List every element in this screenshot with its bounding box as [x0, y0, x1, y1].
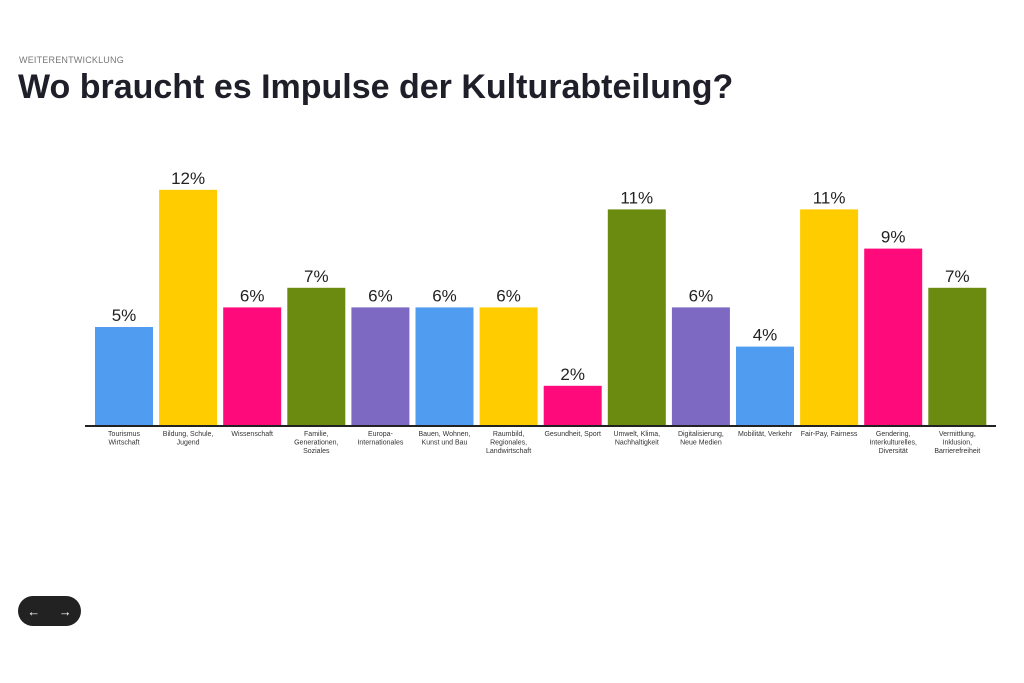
category-label: Gendering, Interkulturelles, Diversität — [869, 431, 917, 455]
category-label: Mobilität, Verkehr — [738, 431, 793, 438]
data-label: 7% — [945, 267, 970, 286]
category-label: Familie, Generationen, Soziales — [294, 431, 338, 455]
bar — [351, 307, 410, 425]
data-label: 6% — [368, 286, 393, 305]
category-label: Raumbild, Regionales, Landwirtschaft — [486, 431, 531, 455]
bar — [864, 248, 923, 425]
data-label: 6% — [689, 286, 714, 305]
data-label: 6% — [240, 286, 265, 305]
section-eyebrow: WEITERENTWICKLUNG — [19, 55, 124, 65]
bar — [928, 287, 987, 425]
category-label: Wissenschaft — [231, 431, 273, 438]
data-label: 6% — [432, 286, 457, 305]
page-title: Wo braucht es Impulse der Kulturabteilun… — [18, 68, 734, 106]
bar — [671, 307, 730, 425]
bar — [223, 307, 282, 425]
category-label: Europa-Internationales — [357, 431, 403, 447]
bar — [543, 385, 602, 425]
bar — [159, 189, 218, 425]
bar — [287, 287, 346, 425]
bar — [736, 346, 794, 425]
bar — [800, 209, 859, 425]
category-label: Fair-Pay, Fairness — [801, 431, 858, 438]
bar — [479, 307, 538, 425]
category-label: Gesundheit, Sport — [544, 431, 600, 438]
data-label: 4% — [753, 326, 778, 345]
slide-navigation: ← → — [18, 596, 81, 626]
data-label: 11% — [813, 188, 846, 207]
data-label: 11% — [620, 188, 653, 207]
data-label: 12% — [171, 169, 205, 188]
data-label: 5% — [112, 306, 137, 325]
category-label: Tourismus Wirtschaft — [108, 431, 140, 447]
data-label: 2% — [560, 365, 585, 384]
category-label: Bildung, Schule, Jugend — [163, 431, 214, 447]
data-label: 7% — [304, 267, 329, 286]
category-label: Bauen, Wohnen, Kunst und Bau — [418, 431, 470, 447]
category-label: Digitalisierung, Neue Medien — [678, 431, 724, 447]
category-label: Umwelt, Klima, Nachhaltigkeit — [613, 431, 660, 447]
arrow-right-icon[interactable]: → — [58, 603, 72, 619]
arrow-left-icon[interactable]: ← — [27, 603, 41, 619]
data-label: 9% — [881, 228, 906, 247]
bar — [607, 209, 666, 425]
data-label: 6% — [496, 286, 521, 305]
category-label: Vermittlung, Inklusion, Barrierefreiheit — [934, 431, 980, 455]
bar — [95, 327, 153, 425]
bar — [415, 307, 474, 425]
